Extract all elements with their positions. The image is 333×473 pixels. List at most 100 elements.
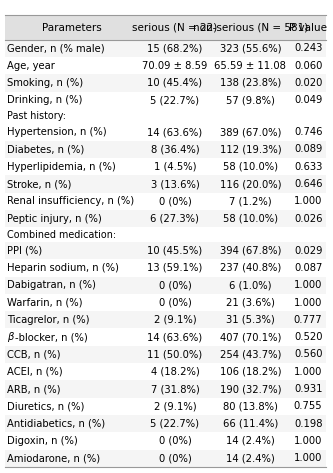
Text: Peptic injury, n (%): Peptic injury, n (%) bbox=[7, 214, 102, 224]
Text: CCB, n (%): CCB, n (%) bbox=[7, 350, 61, 359]
Text: 407 (70.1%): 407 (70.1%) bbox=[220, 332, 281, 342]
Text: 116 (20.0%): 116 (20.0%) bbox=[219, 179, 281, 189]
Bar bbox=[5, 450, 326, 467]
Text: 57 (9.8%): 57 (9.8%) bbox=[226, 95, 275, 105]
Text: 323 (55.6%): 323 (55.6%) bbox=[219, 43, 281, 53]
Text: 0.029: 0.029 bbox=[294, 245, 322, 255]
Text: 1.000: 1.000 bbox=[294, 453, 322, 463]
Text: 1.000: 1.000 bbox=[294, 196, 322, 206]
Text: Smoking, n (%): Smoking, n (%) bbox=[7, 78, 83, 88]
Text: 14 (63.6%): 14 (63.6%) bbox=[147, 127, 202, 137]
Bar bbox=[5, 193, 326, 210]
Text: Parameters: Parameters bbox=[42, 23, 102, 33]
Text: 14 (63.6%): 14 (63.6%) bbox=[147, 332, 202, 342]
Text: 0.777: 0.777 bbox=[294, 315, 322, 325]
Text: Diuretics, n (%): Diuretics, n (%) bbox=[7, 402, 84, 412]
Bar bbox=[5, 415, 326, 432]
Text: ARB, n (%): ARB, n (%) bbox=[7, 384, 61, 394]
Text: 1.000: 1.000 bbox=[294, 436, 322, 446]
Bar bbox=[5, 242, 326, 259]
Bar bbox=[5, 175, 326, 193]
Text: Antidiabetics, n (%): Antidiabetics, n (%) bbox=[7, 419, 105, 429]
Text: 0.060: 0.060 bbox=[294, 61, 322, 70]
Text: Hyperlipidemia, n (%): Hyperlipidemia, n (%) bbox=[7, 162, 116, 172]
Bar bbox=[5, 363, 326, 380]
Text: 3 (13.6%): 3 (13.6%) bbox=[151, 179, 199, 189]
Text: 0.198: 0.198 bbox=[294, 419, 322, 429]
Text: 0.755: 0.755 bbox=[294, 402, 322, 412]
Text: 389 (67.0%): 389 (67.0%) bbox=[220, 127, 281, 137]
Text: 31 (5.3%): 31 (5.3%) bbox=[226, 315, 275, 325]
Bar bbox=[5, 380, 326, 398]
Text: 0 (0%): 0 (0%) bbox=[159, 436, 191, 446]
Bar bbox=[5, 346, 326, 363]
Text: ACEI, n (%): ACEI, n (%) bbox=[7, 367, 63, 377]
Text: 138 (23.8%): 138 (23.8%) bbox=[220, 78, 281, 88]
Text: 254 (43.7%): 254 (43.7%) bbox=[220, 350, 281, 359]
Text: 15 (68.2%): 15 (68.2%) bbox=[147, 43, 202, 53]
Text: 106 (18.2%): 106 (18.2%) bbox=[219, 367, 281, 377]
Text: 65.59 ± 11.08: 65.59 ± 11.08 bbox=[214, 61, 286, 70]
Text: 1 (4.5%): 1 (4.5%) bbox=[154, 162, 196, 172]
Text: Warfarin, n (%): Warfarin, n (%) bbox=[7, 298, 83, 307]
Text: serious (N = 22): serious (N = 22) bbox=[132, 23, 217, 33]
Bar bbox=[5, 277, 326, 294]
Text: 394 (67.8%): 394 (67.8%) bbox=[220, 245, 281, 255]
Text: Heparin sodium, n (%): Heparin sodium, n (%) bbox=[7, 263, 119, 273]
Text: Gender, n (% male): Gender, n (% male) bbox=[7, 43, 105, 53]
Bar bbox=[5, 311, 326, 328]
Text: β: β bbox=[7, 332, 13, 342]
Text: 1.000: 1.000 bbox=[294, 298, 322, 307]
Text: 1.000: 1.000 bbox=[294, 280, 322, 290]
Text: 0.026: 0.026 bbox=[294, 214, 322, 224]
Text: -blocker, n (%): -blocker, n (%) bbox=[15, 332, 88, 342]
Text: 5 (22.7%): 5 (22.7%) bbox=[151, 95, 199, 105]
Text: Stroke, n (%): Stroke, n (%) bbox=[7, 179, 71, 189]
Text: 10 (45.5%): 10 (45.5%) bbox=[147, 245, 202, 255]
Text: 5 (22.7%): 5 (22.7%) bbox=[151, 419, 199, 429]
Text: 0 (0%): 0 (0%) bbox=[159, 280, 191, 290]
Text: 11 (50.0%): 11 (50.0%) bbox=[147, 350, 202, 359]
Text: 0 (0%): 0 (0%) bbox=[159, 298, 191, 307]
Text: 0.087: 0.087 bbox=[294, 263, 322, 273]
Bar bbox=[5, 16, 326, 40]
Bar bbox=[5, 210, 326, 228]
Text: Drinking, n (%): Drinking, n (%) bbox=[7, 95, 82, 105]
Text: 0.020: 0.020 bbox=[294, 78, 322, 88]
Text: P value: P value bbox=[289, 23, 327, 33]
Text: Past history:: Past history: bbox=[7, 111, 66, 121]
Bar bbox=[5, 328, 326, 346]
Bar bbox=[5, 294, 326, 311]
Bar bbox=[5, 57, 326, 74]
Bar bbox=[5, 40, 326, 57]
Text: 0.520: 0.520 bbox=[294, 332, 322, 342]
Text: 6 (1.0%): 6 (1.0%) bbox=[229, 280, 272, 290]
Text: 70.09 ± 8.59: 70.09 ± 8.59 bbox=[142, 61, 207, 70]
Text: 58 (10.0%): 58 (10.0%) bbox=[223, 162, 278, 172]
Text: 10 (45.4%): 10 (45.4%) bbox=[148, 78, 202, 88]
Text: Renal insufficiency, n (%): Renal insufficiency, n (%) bbox=[7, 196, 134, 206]
Text: 0.560: 0.560 bbox=[294, 350, 322, 359]
Text: Ticagrelor, n (%): Ticagrelor, n (%) bbox=[7, 315, 90, 325]
Bar bbox=[5, 432, 326, 450]
Text: 8 (36.4%): 8 (36.4%) bbox=[151, 144, 199, 155]
Bar bbox=[5, 398, 326, 415]
Text: 0.746: 0.746 bbox=[294, 127, 322, 137]
Text: 58 (10.0%): 58 (10.0%) bbox=[223, 214, 278, 224]
Text: 2 (9.1%): 2 (9.1%) bbox=[154, 315, 196, 325]
Bar bbox=[5, 158, 326, 175]
Bar bbox=[5, 141, 326, 158]
Text: Diabetes, n (%): Diabetes, n (%) bbox=[7, 144, 84, 155]
Text: 0 (0%): 0 (0%) bbox=[159, 196, 191, 206]
Text: 1.000: 1.000 bbox=[294, 367, 322, 377]
Text: 14 (2.4%): 14 (2.4%) bbox=[226, 436, 275, 446]
Text: PPI (%): PPI (%) bbox=[7, 245, 42, 255]
Text: 0.243: 0.243 bbox=[294, 43, 322, 53]
Text: Hypertension, n (%): Hypertension, n (%) bbox=[7, 127, 107, 137]
Bar bbox=[5, 259, 326, 277]
Text: 0.646: 0.646 bbox=[294, 179, 322, 189]
Text: 6 (27.3%): 6 (27.3%) bbox=[151, 214, 199, 224]
Text: 66 (11.4%): 66 (11.4%) bbox=[223, 419, 278, 429]
Text: 13 (59.1%): 13 (59.1%) bbox=[147, 263, 202, 273]
Text: 0.633: 0.633 bbox=[294, 162, 322, 172]
